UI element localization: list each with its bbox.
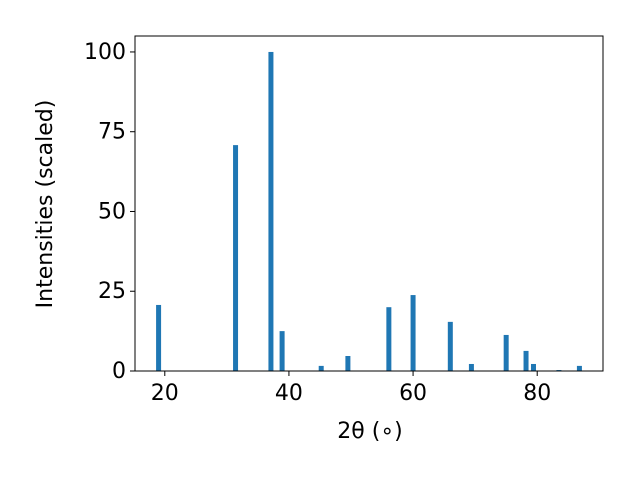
bar [233,145,239,371]
bar [268,51,274,371]
x-axis-label: 2θ (∘) [337,419,402,444]
bar [468,363,474,371]
bar [503,334,509,371]
y-axis-label: Intensities (scaled) [33,100,58,309]
bar [576,365,582,371]
y-tick-label: 0 [112,359,126,384]
bar [318,365,324,371]
y-tick-label: 100 [84,40,126,65]
plot-frame [134,35,604,372]
x-tick-label: 60 [399,381,427,406]
x-tick-label: 80 [523,381,551,406]
y-tick-label: 50 [98,199,126,224]
bar [345,356,351,371]
bar [410,295,416,371]
bar [530,363,536,371]
bar [523,350,529,371]
bar [386,307,392,371]
y-tick-label: 75 [98,120,126,145]
bar [156,304,162,371]
x-tick-label: 20 [151,381,179,406]
bar [447,321,453,371]
bar [279,331,285,371]
x-tick-label: 40 [275,381,303,406]
y-tick-label: 25 [98,279,126,304]
